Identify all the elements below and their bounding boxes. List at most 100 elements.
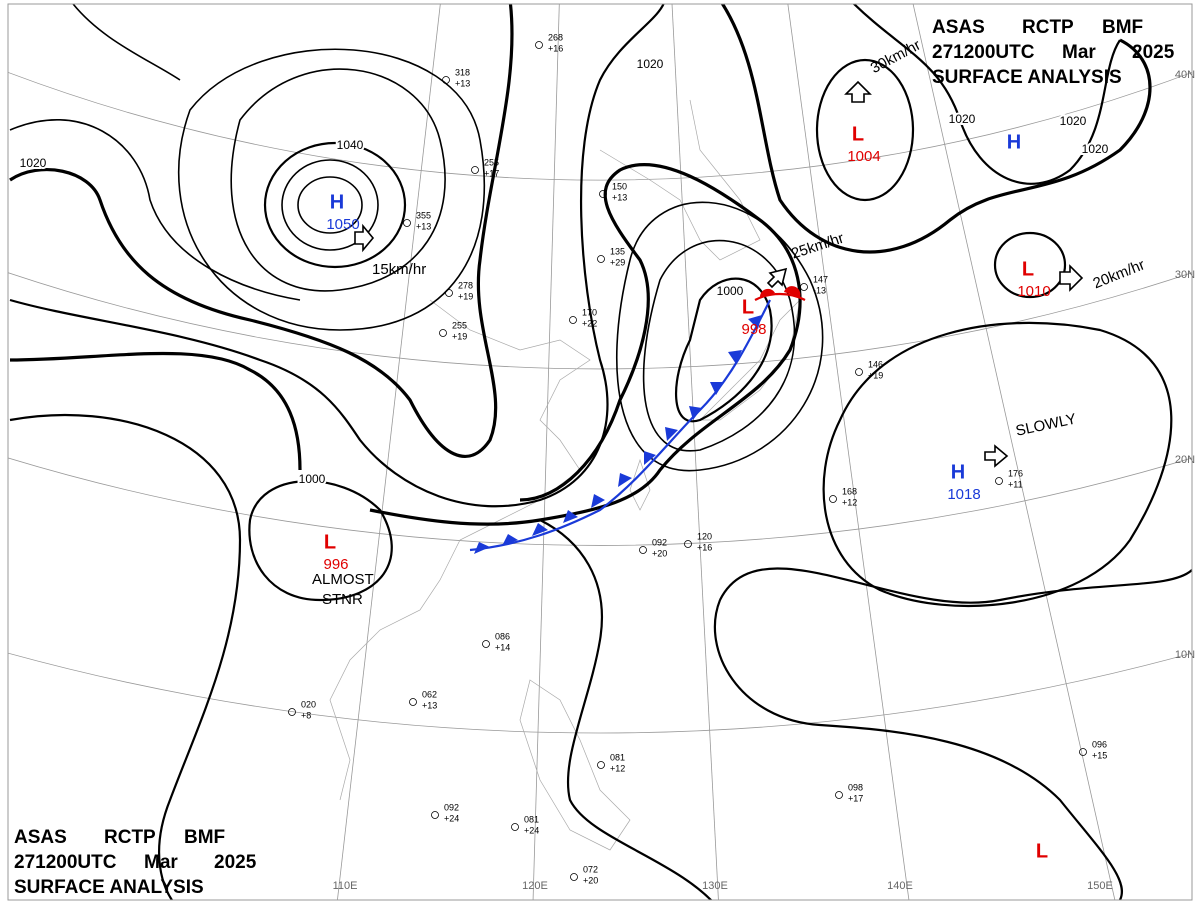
station-pressure: 062 xyxy=(422,689,437,699)
station-marker xyxy=(597,255,605,263)
station-tendency: +20 xyxy=(583,875,598,885)
header-office: BMF xyxy=(184,827,225,848)
station-marker xyxy=(403,219,411,227)
station-tendency: +13 xyxy=(612,192,627,202)
motion-arrow xyxy=(984,444,1009,468)
warm-front-symbols xyxy=(759,286,801,297)
station-pressure: 255 xyxy=(484,157,499,167)
frame xyxy=(7,3,1193,901)
longitude-label: 130E xyxy=(702,880,728,892)
isobar-label: 1020 xyxy=(637,57,664,71)
coast-korea xyxy=(599,99,761,261)
longitude-label: 140E xyxy=(887,880,913,892)
note-label: ALMOST xyxy=(312,571,374,588)
station-marker xyxy=(1079,748,1087,756)
isobar xyxy=(539,519,713,900)
station-pressure: 176 xyxy=(1008,468,1023,478)
motion-arrow xyxy=(354,223,375,253)
station-marker xyxy=(535,41,543,49)
isobar-label: 1000 xyxy=(717,284,744,298)
station-pressure: 120 xyxy=(697,531,712,541)
center-symbol: L xyxy=(852,123,864,145)
station-marker xyxy=(855,368,863,376)
station-tendency: +12 xyxy=(842,497,857,507)
station-pressure: 092 xyxy=(444,802,459,812)
center-symbol: L xyxy=(1022,258,1034,280)
center-pressure: 998 xyxy=(741,321,766,338)
isobar xyxy=(852,4,1121,185)
station-pressure: 135 xyxy=(610,246,625,256)
station-tendency: +20 xyxy=(652,548,667,558)
center-symbol: L xyxy=(1036,840,1048,862)
station-pressure: 268 xyxy=(548,32,563,42)
warm-front xyxy=(754,292,806,301)
station-marker xyxy=(471,166,479,174)
station-tendency: +13 xyxy=(422,700,437,710)
fronts xyxy=(469,286,806,554)
station-pressure: 072 xyxy=(583,864,598,874)
station-pressure: 020 xyxy=(301,699,316,709)
coast-philippines xyxy=(519,679,631,851)
header-month: Mar xyxy=(1062,42,1096,63)
station-marker xyxy=(800,283,808,291)
station-pressure: 081 xyxy=(524,814,539,824)
station-tendency: +17 xyxy=(484,168,499,178)
isobar xyxy=(248,480,393,602)
station-pressure: 355 xyxy=(416,210,431,220)
isobars xyxy=(9,4,1192,900)
station-pressure: 146 xyxy=(868,359,883,369)
center-pressure: 1018 xyxy=(947,486,980,503)
station-tendency: +19 xyxy=(452,331,467,341)
station-pressure: 255 xyxy=(452,320,467,330)
isobar xyxy=(9,4,514,458)
header-time: 271200UTC xyxy=(14,852,117,873)
latitude-label: 10N xyxy=(1175,649,1195,661)
isobar xyxy=(713,567,1192,900)
meridian xyxy=(532,4,560,900)
isobar-label: 1000 xyxy=(299,472,326,486)
station-tendency: +15 xyxy=(1092,750,1107,760)
isobar xyxy=(297,176,363,234)
isobar xyxy=(642,239,796,452)
header-year: 2025 xyxy=(214,852,257,873)
station-marker xyxy=(835,791,843,799)
center-symbol: H xyxy=(951,461,965,483)
station-pressure: 170 xyxy=(582,307,597,317)
station-marker xyxy=(439,329,447,337)
isobar-label: 1040 xyxy=(337,138,364,152)
station-tendency: +24 xyxy=(444,813,459,823)
isobar xyxy=(230,68,446,292)
header-agency: ASAS xyxy=(14,827,67,848)
header-product: SURFACE ANALYSIS xyxy=(932,67,1122,88)
isobar xyxy=(177,48,486,331)
center-pressure: 1050 xyxy=(326,216,359,233)
isobar xyxy=(822,321,1173,608)
center-pressure: 1010 xyxy=(1017,283,1050,300)
station-tendency: +19 xyxy=(458,291,473,301)
station-marker xyxy=(442,76,450,84)
header-station: RCTP xyxy=(104,827,156,848)
header-product: SURFACE ANALYSIS xyxy=(14,877,204,898)
station-marker xyxy=(511,823,519,831)
station-marker xyxy=(570,873,578,881)
station-pressure: 092 xyxy=(652,537,667,547)
station-marker xyxy=(639,546,647,554)
meridian xyxy=(671,4,719,900)
center-symbol: L xyxy=(324,531,336,553)
isobar xyxy=(815,58,915,202)
isobar-label: 1020 xyxy=(20,156,47,170)
isobar xyxy=(281,159,379,251)
station-marker xyxy=(445,289,453,297)
isobar-label: 1020 xyxy=(1060,114,1087,128)
station-marker xyxy=(597,761,605,769)
station-tendency: +13 xyxy=(455,78,470,88)
station-tendency: +29 xyxy=(610,257,625,267)
station-pressure: 086 xyxy=(495,631,510,641)
station-marker xyxy=(482,640,490,648)
station-marker xyxy=(431,811,439,819)
station-marker xyxy=(599,190,607,198)
latitude-label: 30N xyxy=(1175,269,1195,281)
cold-front xyxy=(469,299,771,552)
